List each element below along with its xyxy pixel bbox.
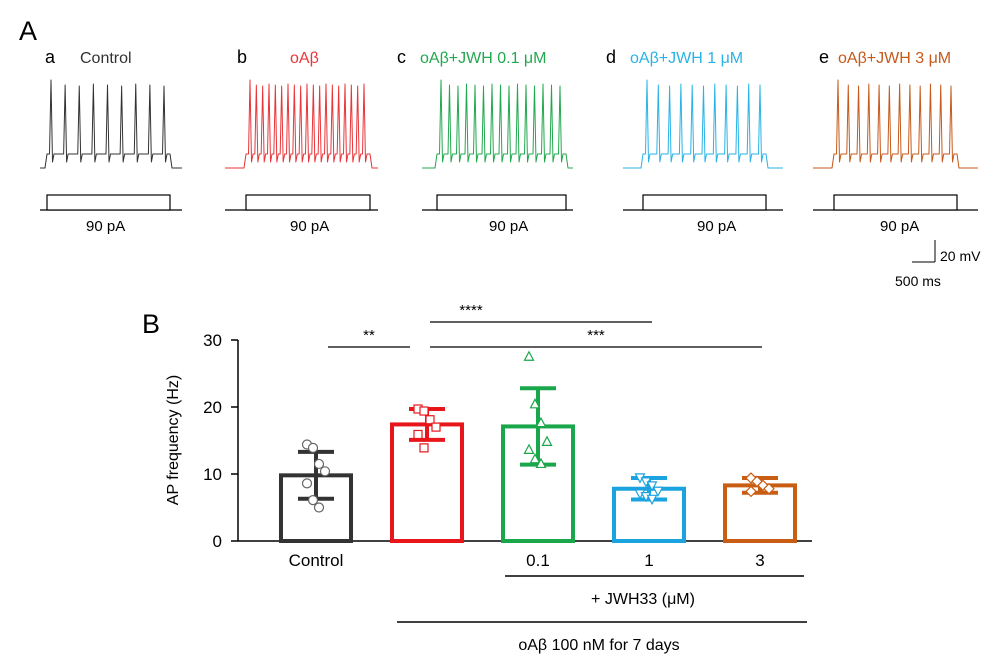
data-point [413,429,423,440]
data-point [307,442,319,453]
trace-sublabel: e [819,47,829,67]
data-point [419,406,429,416]
data-point [425,415,435,425]
data-point [745,485,757,498]
significance-group: ********* [328,302,762,348]
trace-title: oAβ [290,50,319,67]
trace-title: oAβ+JWH 3 μM [838,50,951,67]
trace-panel-d: d oAβ+JWH 1 μM 90 pA [606,47,783,235]
data-point [313,458,325,470]
data-point [523,350,535,361]
x-tick-label: 1 [644,551,653,570]
trace-panel-c: c oAβ+JWH 0.1 μM 90 pA [397,47,573,235]
data-point [763,482,775,495]
stimulus-step [833,194,958,211]
treatment-annotations: + JWH33 (μM) oAβ 100 nM for 7 days [397,575,807,654]
data-point [529,398,541,409]
data-point [535,457,547,469]
panel-a-label: A [19,16,37,46]
stimulus-label: 90 pA [290,218,329,235]
stimulus-label: 90 pA [697,218,736,235]
data-point [419,443,429,453]
voltage-trace [623,79,783,169]
panel-b-label: B [142,309,160,339]
y-tick-label: 30 [203,331,222,350]
scale-bar: 20 mV 500 ms [895,240,981,289]
trace-title: oAβ+JWH 0.1 μM [420,50,546,67]
data-point [523,443,535,454]
panel-a: A a Control 90 pA b oAβ 90 pA c oAβ+JWH 0.1 μM 9… [19,16,981,289]
trace-group: a Control 90 pA b oAβ 90 pA c oAβ+JWH 0.1 μM 90 … [40,47,978,235]
scale-bar-voltage: 20 mV [940,248,981,264]
bar-group [279,350,797,544]
data-point [535,416,547,428]
data-point [307,495,319,506]
trace-sublabel: c [397,47,406,67]
voltage-trace [422,79,573,169]
significance-label: ** [363,327,375,344]
x-tick-label: 0.1 [526,551,550,570]
stimulus-label: 90 pA [489,218,528,235]
trace-sublabel: d [606,47,616,67]
y-tick-label: 10 [203,465,222,484]
trace-panel-b: b oAβ 90 pA [225,47,378,235]
trace-title: oAβ+JWH 1 μM [630,50,743,67]
significance-label: *** [587,327,605,344]
trace-sublabel: b [237,47,247,67]
y-tick-label: 0 [213,532,222,551]
data-point [541,435,553,446]
trace-panel-a: a Control 90 pA [40,47,182,235]
data-point [313,502,325,513]
voltage-trace [813,79,978,169]
data-point [652,486,664,498]
trace-panel-e: e oAβ+JWH 3 μM 90 pA [813,47,978,235]
data-point [646,494,658,506]
significance-label: **** [459,302,483,319]
jwh-label: + JWH33 (μM) [591,591,695,608]
bar [390,422,464,544]
data-point [646,481,658,492]
scale-bar-time: 500 ms [895,273,941,289]
stimulus-step [436,194,567,211]
stimulus-label: 90 pA [86,218,125,235]
trace-title: Control [80,50,132,67]
stimulus-step [245,194,371,211]
stimulus-step [642,194,767,211]
x-tick-label: Control [289,551,344,570]
data-point [301,478,313,489]
y-ticks: 0 10 20 30 [203,331,238,551]
data-point [319,466,331,477]
data-point [529,452,541,464]
trace-sublabel: a [45,47,56,67]
oab-label: oAβ 100 nM for 7 days [518,637,679,654]
voltage-trace [225,79,378,169]
data-point [431,422,441,432]
y-tick-label: 20 [203,398,222,417]
stimulus-step [46,194,171,211]
x-tick-label: 3 [755,551,764,570]
stimulus-label: 90 pA [880,218,919,235]
x-tick-labels: Control 0.1 1 3 [289,551,765,570]
y-axis-label: AP frequency (Hz) [165,375,182,505]
voltage-trace [40,79,182,169]
